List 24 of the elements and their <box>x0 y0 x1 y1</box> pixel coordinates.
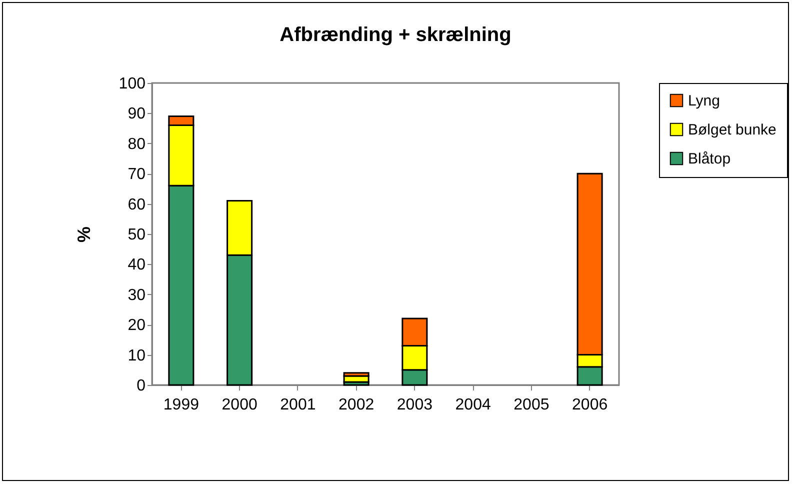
x-tick-label: 2006 <box>572 396 608 414</box>
y-tick-label: 60 <box>128 196 146 214</box>
y-tick-label: 80 <box>128 136 146 153</box>
y-tick-label: 40 <box>128 256 146 274</box>
x-tick-label: 2005 <box>514 396 550 414</box>
x-tick-label: 2003 <box>396 396 433 414</box>
y-tick-label: 0 <box>136 378 146 394</box>
x-tick-label: 2004 <box>455 396 491 414</box>
legend-label: Bølget bunke <box>688 122 776 138</box>
x-tick-label: 2002 <box>338 396 374 414</box>
y-tick-label: 30 <box>128 286 146 304</box>
x-tick-label: 2000 <box>222 396 258 414</box>
chart-title: Afbrænding + skrælning <box>280 24 512 46</box>
legend-label: Lyng <box>688 92 720 110</box>
y-tick-label: 100 <box>118 76 146 92</box>
x-tick-label: 2001 <box>280 396 316 414</box>
y-tick-label: 50 <box>128 226 146 244</box>
x-tick-label: 1999 <box>163 396 200 414</box>
y-tick-label: 70 <box>128 166 146 184</box>
y-tick-label: 20 <box>128 317 146 334</box>
y-tick-label: 90 <box>128 106 146 123</box>
y-axis-title: % <box>74 226 94 243</box>
y-tick-label: 10 <box>128 347 146 364</box>
legend-label: Blåtop <box>688 150 731 168</box>
